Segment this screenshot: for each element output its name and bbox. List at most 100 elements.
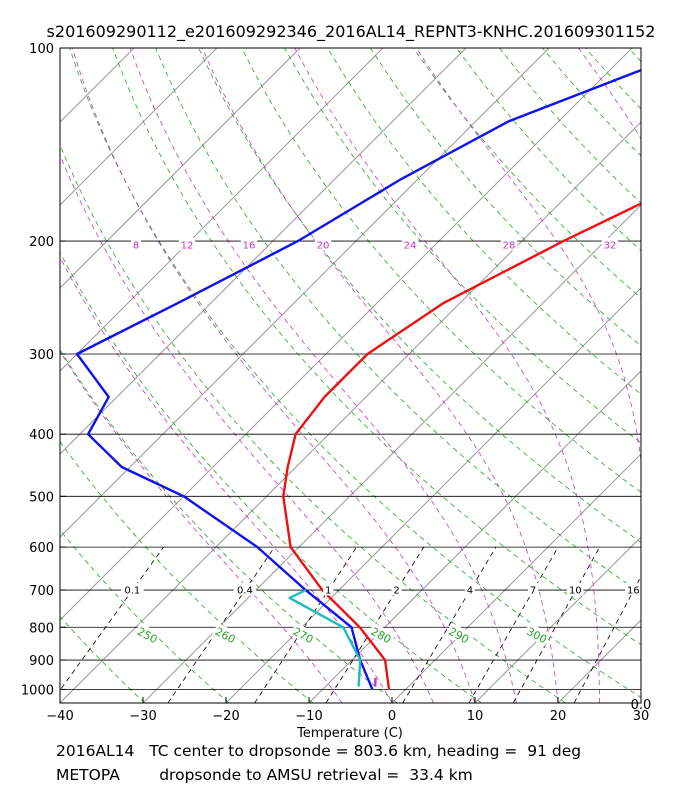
moist-adiabat: [60, 153, 434, 703]
y-tick-label: 100: [29, 42, 54, 57]
x-axis-label: Temperature (C): [296, 726, 403, 741]
moist-adiabat-label: 20: [314, 237, 332, 252]
reference-lines: [0, 48, 700, 703]
dry-adiabat-label: 300: [523, 622, 552, 647]
corner-label: 0.0: [631, 698, 652, 713]
dry-adiabat: [60, 441, 314, 703]
moist-adiabat-label: 16: [240, 237, 258, 252]
dry-adiabat: [327, 48, 641, 395]
moist-adiabat-label-bg: [500, 237, 518, 251]
y-tick-label: 200: [29, 235, 54, 250]
dry-adiabat: [585, 48, 641, 110]
mixing-ratio-label: 10: [567, 582, 584, 597]
x-tick-label: −40: [46, 709, 73, 724]
mixing-ratio-label-bg: [323, 582, 334, 596]
moist-adiabat: [60, 256, 393, 703]
dry-adiabat-label-bg: [445, 622, 474, 647]
dry-adiabat: [542, 48, 641, 157]
isotherm: [60, 48, 301, 289]
dry-adiabat: [60, 616, 146, 703]
moist-adiabat-label-bg: [314, 237, 332, 251]
dry-adiabat-label-bg: [133, 622, 162, 647]
moist-adiabat-label-text: 20: [317, 241, 330, 252]
y-tick-label: 700: [29, 584, 54, 599]
mixing-ratio-label: 0.1: [121, 582, 144, 597]
y-tick-label: 900: [29, 654, 54, 669]
mixing-ratio-label: 0.4: [233, 582, 257, 597]
mixing-ratio-label: 4: [464, 582, 475, 597]
isotherm: [557, 619, 641, 703]
dry-adiabat: [198, 48, 641, 543]
dry-adiabat: [628, 48, 641, 63]
moist-adiabat-label: 32: [601, 237, 619, 252]
moist-adiabat-label-bg: [401, 237, 419, 251]
mixing-ratio-label-bg: [233, 582, 257, 596]
moist-adiabat-label-bg: [240, 237, 258, 251]
mixing-ratio-label-text: 7: [530, 586, 536, 597]
mixing-ratio-line: [254, 546, 357, 703]
isotherm: [474, 536, 641, 703]
mixing-ratio-label-text: 1: [325, 586, 331, 597]
isotherm: [60, 121, 641, 703]
mixing-ratio-label-text: 0.1: [124, 586, 140, 597]
x-tick-label: −20: [212, 709, 239, 724]
trace-2: [288, 589, 362, 687]
moist-adiabat-label-text: 16: [243, 241, 256, 252]
mixing-ratio-label-text: 10: [569, 586, 582, 597]
x-tick-label: 0: [388, 709, 396, 724]
mixing-ratio-label-text: 4: [467, 586, 473, 597]
moist-adiabat-label-text: 24: [404, 241, 417, 252]
x-tick-label: 20: [550, 709, 567, 724]
dry-adiabat-label-bg: [523, 622, 552, 647]
isotherm: [308, 370, 641, 703]
mixing-ratio-label: 1: [323, 582, 334, 597]
moist-adiabat-label-text: 28: [503, 241, 516, 252]
y-tick-label: 600: [29, 541, 54, 556]
dry-adiabat-label-bg: [289, 622, 318, 647]
mixing-ratio-line: [468, 546, 559, 703]
moist-adiabat: [416, 48, 641, 703]
mixing-ratio-label-text: 0.4: [237, 586, 253, 597]
x-tick-label: −10: [295, 709, 322, 724]
chart-title: s201609290112_e201609292346_2016AL14_REP…: [47, 22, 656, 42]
dry-adiabat: [672, 48, 700, 703]
mixing-ratio-label: 2: [391, 582, 402, 597]
mixing-ratio-label-bg: [464, 582, 475, 596]
isotherm: [60, 48, 384, 372]
x-tick-label: 10: [467, 709, 484, 724]
caption-distance: 2016AL14 TC center to dropsonde = 803.6 …: [56, 742, 582, 760]
moist-adiabat-label: 24: [401, 237, 419, 252]
mixing-ratio-label-bg: [391, 582, 402, 596]
isobar-grid: [60, 47, 641, 690]
dry-adiabat: [60, 529, 230, 703]
isotherm: [225, 287, 641, 703]
moist-adiabat-label-text: 8: [133, 241, 139, 252]
isotherm: [60, 48, 135, 123]
isotherm: [391, 453, 641, 703]
dry-adiabat: [69, 48, 641, 698]
moist-adiabat: [60, 350, 343, 703]
moist-adiabat-label: 28: [500, 237, 518, 252]
mixing-ratio-label: 7: [528, 582, 539, 597]
mixing-ratio-label-bg: [625, 582, 642, 596]
mixing-ratio-label-bg: [121, 582, 144, 596]
moist-adiabat-label-text: 32: [604, 241, 617, 252]
moist-adiabat-label-bg: [601, 237, 619, 251]
y-tick-label: 800: [29, 621, 54, 636]
moist-adiabat-label: 12: [178, 237, 196, 252]
dry-adiabat: [60, 701, 61, 703]
dry-adiabat-label: 250: [133, 622, 162, 647]
y-tick-label: 500: [29, 490, 54, 505]
dry-adiabat-label-bg: [367, 622, 396, 647]
isotherm: [0, 48, 51, 703]
mixing-ratio-line: [512, 546, 600, 703]
trace-1: [75, 68, 641, 690]
y-tick-label: 400: [29, 428, 54, 443]
moist-adiabat: [578, 48, 641, 140]
mixing-ratio-label-text: 16: [627, 586, 640, 597]
moist-adiabat-label-bg: [130, 237, 142, 251]
mixing-ratio-label-bg: [528, 582, 539, 596]
plot-frame: [59, 47, 642, 704]
moist-adiabat-label-text: 12: [181, 241, 194, 252]
